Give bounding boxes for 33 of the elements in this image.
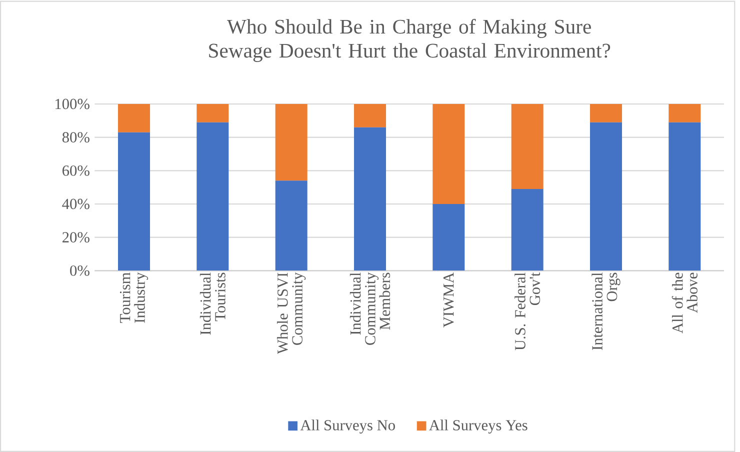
bar (511, 188, 544, 271)
x-tick-label: VIWMA (443, 272, 454, 328)
chart-title: Who Should Be in Charge of Making Sure Sewage Doesn't Hurt the Coastal Environment? (209, 18, 610, 62)
x-tick-label: Individual Community Members (350, 272, 390, 345)
legend-label: All Surveys Yes (429, 420, 528, 434)
bar (196, 104, 229, 122)
bar (668, 104, 701, 122)
bar (668, 122, 701, 271)
y-tick-label: 80% (62, 132, 90, 143)
bar (275, 180, 308, 271)
x-tick-label: International Orgs (592, 272, 620, 350)
legend-label: All Surveys No (300, 420, 395, 434)
x-tick-label: Whole USVI Community (277, 272, 306, 354)
y-tick-label: 0% (70, 265, 90, 276)
bar (196, 122, 229, 271)
bar (354, 104, 386, 128)
bar (118, 104, 150, 132)
x-tick-label: U.S. Federal Gov't (514, 272, 540, 350)
y-tick-label: 40% (62, 198, 90, 210)
bar (118, 132, 150, 271)
bar (432, 204, 465, 271)
x-tick-label: Tourism Industry (120, 272, 148, 323)
bar (590, 122, 622, 271)
bar (432, 104, 465, 204)
bar (354, 127, 386, 271)
bar (511, 104, 544, 189)
x-tick-label: Individual Tourists (200, 272, 226, 335)
x-tick-label: All of the Above (672, 272, 698, 334)
bar (275, 104, 308, 181)
y-tick-label: 60% (62, 165, 90, 176)
bar (590, 104, 622, 122)
y-tick-label: 20% (62, 232, 90, 243)
y-tick-label: 100% (56, 98, 90, 110)
